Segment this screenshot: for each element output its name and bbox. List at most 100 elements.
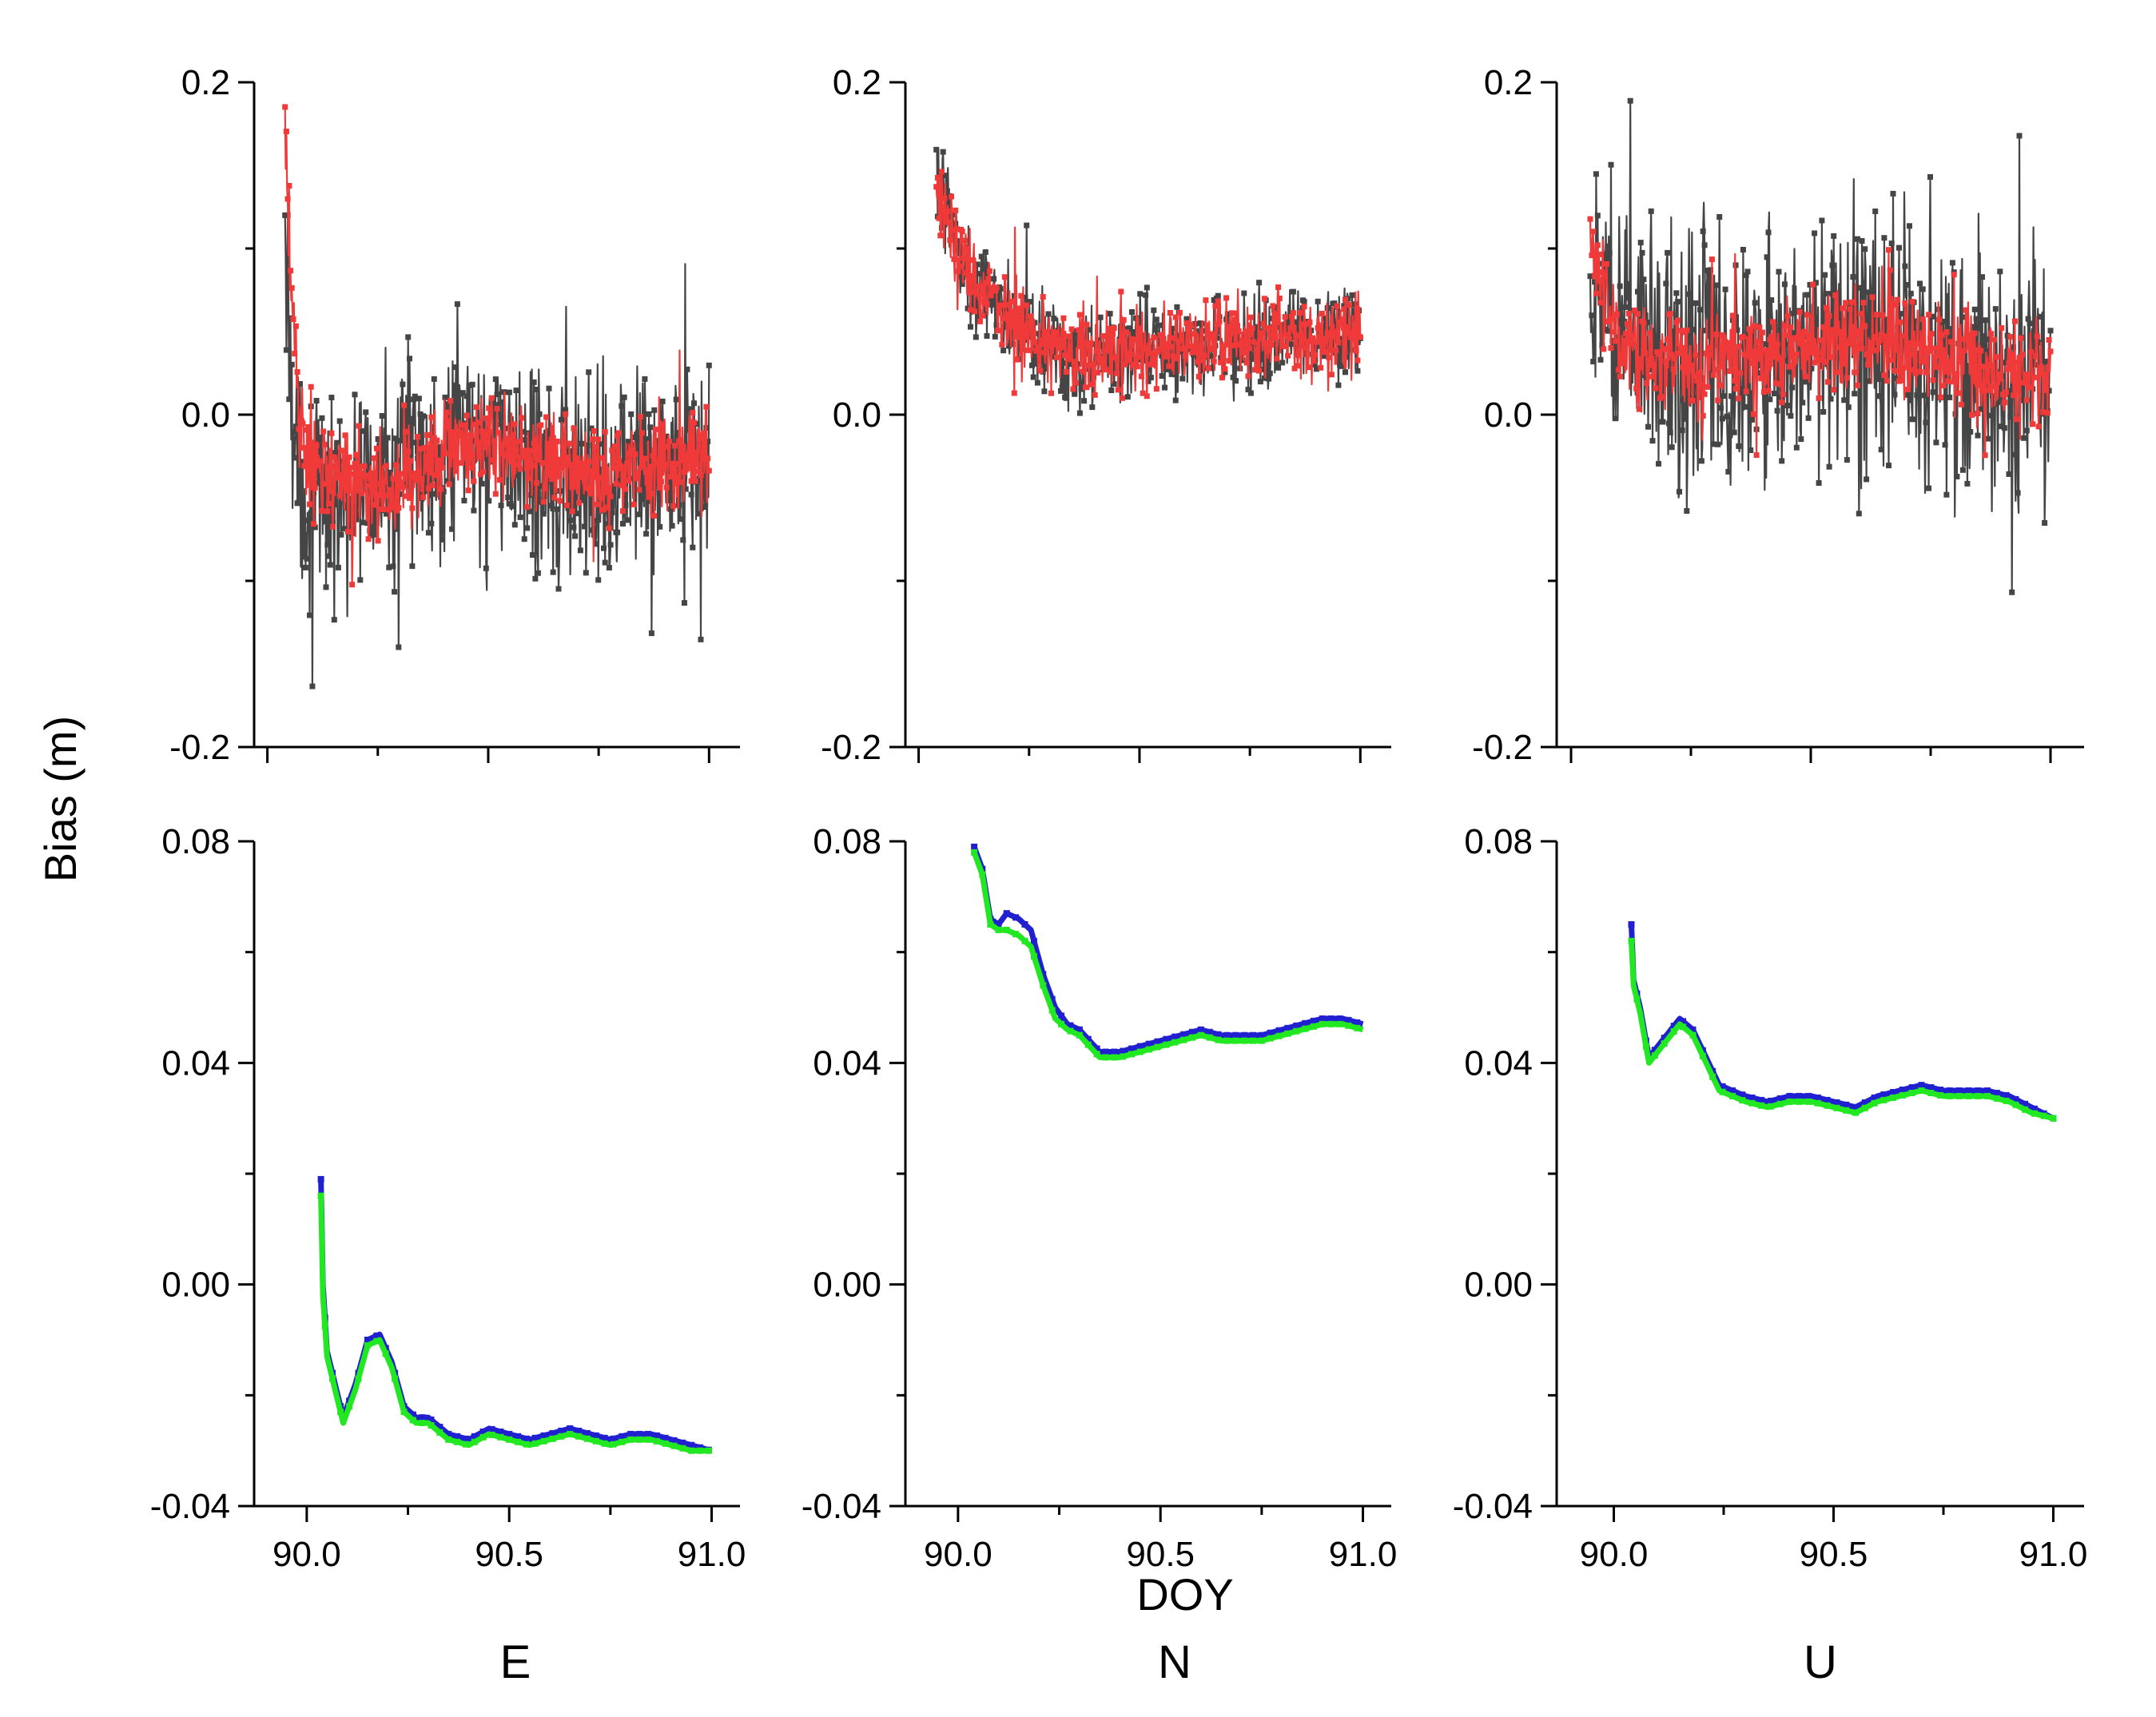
data-point-gray bbox=[1744, 268, 1751, 275]
data-point-gray bbox=[1000, 348, 1007, 354]
data-point-red bbox=[1128, 352, 1134, 358]
data-point-red bbox=[999, 341, 1005, 348]
data-point-red bbox=[412, 471, 418, 476]
data-point-blue bbox=[1861, 1099, 1868, 1106]
data-point-red bbox=[1315, 325, 1321, 332]
data-point-green bbox=[1336, 1020, 1343, 1027]
data-point-red bbox=[1168, 344, 1175, 350]
data-point-gray bbox=[1623, 304, 1629, 311]
data-point-red bbox=[1838, 328, 1844, 335]
data-point-gray bbox=[1644, 320, 1650, 326]
data-point-red bbox=[1220, 343, 1227, 349]
data-point-red bbox=[606, 525, 612, 531]
data-point-gray bbox=[1174, 304, 1180, 310]
data-point-red bbox=[1618, 356, 1625, 363]
data-point-red bbox=[1343, 324, 1350, 330]
data-point-gray bbox=[1728, 393, 1734, 399]
data-point-gray bbox=[596, 441, 603, 447]
data-point-green bbox=[488, 1431, 495, 1438]
data-point-red bbox=[320, 428, 327, 435]
data-point-gray bbox=[454, 301, 460, 308]
data-point-green bbox=[497, 1433, 504, 1441]
data-point-red bbox=[1223, 295, 1230, 301]
data-point-gray bbox=[420, 413, 427, 419]
series-red bbox=[1587, 216, 2054, 459]
data-point-gray bbox=[1805, 415, 1812, 421]
data-point-red bbox=[1983, 378, 1990, 384]
data-point-red bbox=[1752, 323, 1758, 329]
data-point-green bbox=[662, 1440, 669, 1447]
data-point-blue bbox=[1232, 1031, 1239, 1039]
data-point-red bbox=[1256, 368, 1263, 374]
data-point-gray bbox=[1045, 311, 1052, 317]
data-point-red bbox=[995, 328, 1001, 334]
data-point-blue bbox=[1171, 1033, 1179, 1040]
data-point-gray bbox=[1338, 363, 1344, 369]
data-point-green bbox=[1275, 1032, 1283, 1039]
data-point-gray bbox=[1713, 282, 1720, 288]
data-point-gray bbox=[550, 569, 556, 575]
y-tick-label: 0.0 bbox=[181, 395, 230, 435]
data-point-red bbox=[706, 467, 712, 474]
data-point-gray bbox=[1705, 268, 1711, 273]
data-point-gray bbox=[1808, 365, 1815, 372]
data-point-gray bbox=[375, 436, 381, 442]
data-point-red bbox=[342, 432, 348, 439]
data-point-gray bbox=[1159, 373, 1165, 380]
data-point-green bbox=[1293, 1027, 1300, 1035]
data-point-red bbox=[959, 229, 965, 235]
data-point-red bbox=[1744, 353, 1751, 360]
data-point-green bbox=[583, 1435, 591, 1442]
data-point-blue bbox=[653, 1432, 660, 1439]
data-point-red bbox=[944, 208, 950, 214]
data-point-red bbox=[519, 415, 525, 421]
data-point-red bbox=[1828, 354, 1834, 360]
data-point-red bbox=[1791, 335, 1797, 341]
data-point-blue bbox=[1946, 1087, 1953, 1094]
y-tick-label: 0.2 bbox=[833, 63, 881, 102]
data-point-blue bbox=[1215, 1031, 1222, 1038]
data-point-red bbox=[304, 427, 310, 433]
data-point-blue bbox=[670, 1437, 678, 1444]
data-point-red bbox=[596, 475, 603, 481]
data-point-gray bbox=[1076, 410, 1083, 416]
data-point-gray bbox=[1592, 279, 1598, 285]
data-point-red bbox=[1007, 314, 1013, 320]
data-point-red bbox=[1938, 394, 1943, 400]
data-point-red bbox=[1286, 336, 1292, 342]
data-point-red bbox=[1955, 390, 1962, 396]
data-point-red bbox=[1669, 352, 1675, 358]
data-point-red bbox=[511, 431, 516, 438]
data-point-blue bbox=[515, 1433, 522, 1440]
data-point-green bbox=[1030, 952, 1037, 960]
data-point-gray bbox=[667, 506, 674, 512]
data-point-red bbox=[448, 398, 454, 404]
data-point-blue bbox=[1899, 1087, 1906, 1093]
data-point-red bbox=[340, 482, 347, 488]
x-tick-label: 90.0 bbox=[924, 1535, 992, 1574]
data-point-red bbox=[1000, 316, 1007, 322]
data-point-green bbox=[1267, 1035, 1274, 1042]
data-point-red bbox=[557, 498, 563, 504]
data-point-gray bbox=[1267, 370, 1273, 376]
data-point-gray bbox=[364, 520, 370, 527]
data-point-red bbox=[1037, 368, 1044, 374]
chart-panel-1: -0.20.00.2 bbox=[821, 63, 1391, 767]
data-point-gray bbox=[1859, 238, 1865, 244]
data-point-gray bbox=[1085, 327, 1092, 333]
data-point-red bbox=[1812, 360, 1818, 366]
data-point-gray bbox=[1074, 330, 1080, 336]
data-point-red bbox=[636, 487, 642, 493]
data-point-gray bbox=[1682, 415, 1689, 422]
data-point-green bbox=[1327, 1020, 1335, 1027]
data-point-red bbox=[567, 462, 574, 468]
data-point-gray bbox=[1665, 249, 1671, 256]
data-point-red bbox=[1720, 334, 1727, 340]
data-point-gray bbox=[379, 413, 385, 419]
data-point-red bbox=[292, 323, 299, 329]
data-point-red bbox=[1748, 328, 1754, 334]
data-point-red bbox=[1822, 359, 1828, 365]
data-point-gray bbox=[384, 435, 391, 441]
data-point-green bbox=[364, 1341, 371, 1349]
data-point-gray bbox=[1311, 361, 1317, 368]
